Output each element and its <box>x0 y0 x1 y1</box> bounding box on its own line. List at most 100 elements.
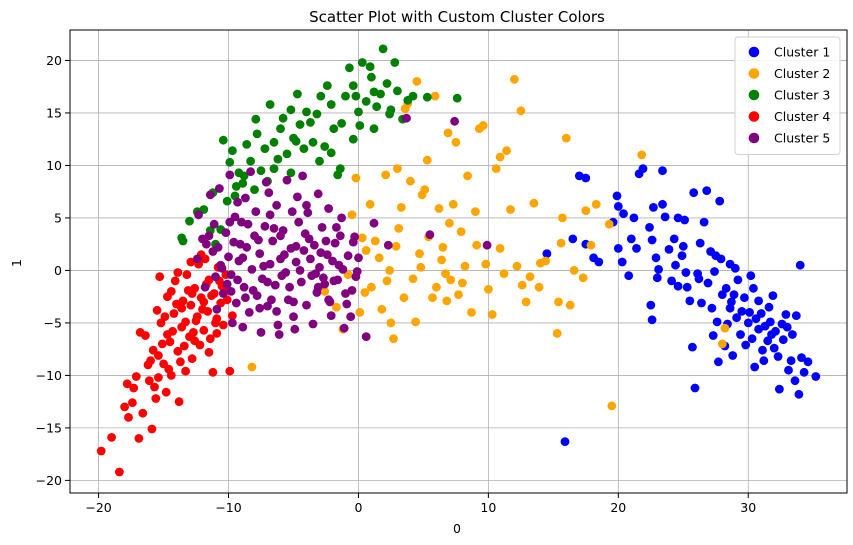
data-point <box>216 298 226 308</box>
data-point <box>778 335 788 345</box>
data-point <box>332 302 341 312</box>
data-point <box>256 328 266 337</box>
data-point <box>326 100 336 109</box>
data-point <box>156 318 166 328</box>
data-point <box>247 362 257 372</box>
data-point <box>714 357 723 367</box>
data-point <box>552 329 562 338</box>
data-point <box>376 89 385 99</box>
data-point <box>198 304 207 314</box>
x-tick-label: −20 <box>85 500 111 515</box>
data-point <box>717 339 727 349</box>
data-point <box>629 213 639 223</box>
data-point <box>581 173 591 183</box>
data-point <box>680 215 689 225</box>
data-point <box>416 262 426 272</box>
data-point <box>420 185 430 195</box>
data-point <box>502 146 511 156</box>
y-tick-label: −5 <box>44 315 62 330</box>
data-point <box>451 137 461 147</box>
data-point <box>264 188 274 198</box>
data-point <box>176 357 185 367</box>
data-point <box>225 217 235 227</box>
data-point <box>221 228 231 238</box>
legend-label: Cluster 5 <box>774 131 830 146</box>
data-point <box>347 286 357 295</box>
data-point <box>367 282 376 292</box>
data-point <box>446 275 456 285</box>
data-point <box>351 91 361 101</box>
data-point <box>746 271 756 281</box>
legend-label: Cluster 4 <box>774 109 830 124</box>
data-point <box>411 317 420 327</box>
data-point <box>720 323 730 333</box>
data-point <box>525 272 535 282</box>
data-point <box>208 367 218 377</box>
data-point <box>425 230 435 240</box>
data-point <box>238 322 248 332</box>
data-point <box>484 284 493 294</box>
data-point <box>791 311 801 320</box>
data-point <box>736 330 745 339</box>
data-point <box>613 244 623 253</box>
data-point <box>658 166 667 176</box>
data-point <box>637 150 647 160</box>
data-point <box>233 275 243 285</box>
data-point <box>96 446 106 456</box>
data-point <box>165 337 175 347</box>
data-point <box>285 282 294 292</box>
data-point <box>199 325 209 335</box>
data-point <box>664 245 674 254</box>
data-point <box>487 310 497 319</box>
data-point <box>212 304 222 314</box>
data-point <box>430 91 440 101</box>
data-point <box>671 260 680 270</box>
data-point <box>495 152 505 162</box>
x-tick-label: −10 <box>215 500 241 515</box>
data-point <box>499 269 509 278</box>
data-point <box>516 106 526 116</box>
legend-label: Cluster 2 <box>774 66 830 81</box>
data-point <box>164 364 174 374</box>
data-point <box>556 238 566 248</box>
data-point <box>228 146 237 156</box>
legend: Cluster 1 Cluster 2 Cluster 3 Cluster 4 Clus… <box>734 36 841 155</box>
data-point <box>348 134 358 144</box>
data-point <box>558 213 567 223</box>
data-point <box>415 249 424 258</box>
data-point <box>632 244 641 253</box>
data-point <box>561 133 571 143</box>
data-point <box>170 276 180 286</box>
data-point <box>441 269 450 278</box>
legend-marker <box>748 89 760 101</box>
data-point <box>138 408 148 418</box>
data-point <box>695 238 705 248</box>
data-point <box>764 302 774 312</box>
data-point <box>263 301 272 311</box>
data-point <box>763 336 773 346</box>
data-point <box>313 189 323 199</box>
data-point <box>163 330 172 339</box>
data-point <box>225 170 235 180</box>
data-point <box>689 188 699 198</box>
data-point <box>320 287 330 296</box>
data-point <box>542 249 552 258</box>
data-point <box>460 261 470 271</box>
data-point <box>267 295 276 305</box>
data-point <box>649 203 658 212</box>
data-point <box>291 136 301 146</box>
data-point <box>422 92 432 102</box>
data-point <box>319 273 328 283</box>
data-point <box>200 282 210 292</box>
data-point <box>560 437 570 446</box>
data-point <box>335 164 345 174</box>
data-point <box>681 268 691 277</box>
data-point <box>386 318 396 328</box>
data-point <box>218 289 228 298</box>
data-point <box>378 44 388 54</box>
data-point <box>141 331 150 340</box>
data-point <box>554 297 563 307</box>
y-tick-label: −15 <box>36 420 62 435</box>
data-point <box>651 253 661 263</box>
data-point <box>517 280 527 290</box>
